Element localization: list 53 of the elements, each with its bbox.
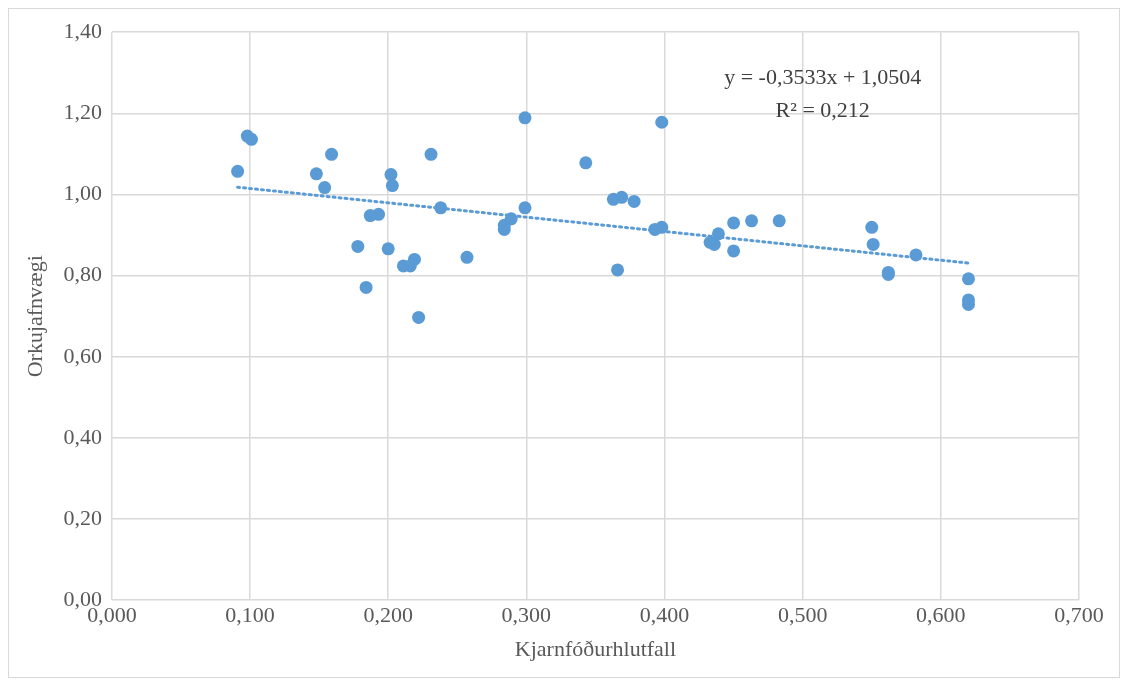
point [351, 239, 365, 253]
x-tick-label: 0,600 [916, 602, 966, 628]
point [909, 248, 923, 262]
point [727, 244, 741, 258]
point [412, 310, 426, 324]
point [865, 220, 879, 234]
point [372, 207, 386, 221]
x-tick-label: 0,200 [363, 602, 413, 628]
x-axis-title: Kjarnfóðurhlutfall [514, 635, 677, 661]
point [318, 181, 332, 195]
point [772, 214, 786, 228]
point [434, 201, 448, 215]
point [231, 164, 245, 178]
point [407, 252, 421, 266]
point [727, 216, 741, 230]
annotation: y = -0,3533x + 1,0504 [724, 64, 922, 90]
point [325, 147, 339, 161]
point [518, 201, 532, 215]
y-tick-label: 1,00 [63, 180, 102, 206]
point [745, 214, 759, 228]
point [309, 167, 323, 181]
x-tick-label: 0,100 [225, 602, 275, 628]
x-tick-label: 0,700 [1054, 602, 1104, 628]
point [460, 250, 474, 264]
y-tick-label: 0,80 [63, 261, 102, 287]
point [381, 242, 395, 256]
y-axis-title: Orkujafnvægi [21, 255, 47, 378]
point [866, 237, 880, 251]
point [711, 227, 725, 241]
x-tick-label: 0,500 [777, 602, 828, 628]
point [615, 190, 629, 204]
x-tick-label: 0,300 [501, 602, 552, 628]
y-tick-label: 0,20 [63, 504, 102, 530]
point [655, 220, 669, 234]
y-tick-label: 0,60 [63, 342, 102, 368]
point [627, 194, 641, 208]
x-tick-label: 0,400 [639, 602, 690, 628]
point [611, 263, 625, 277]
y-tick-label: 0,40 [63, 423, 102, 449]
point [504, 212, 518, 226]
point [579, 156, 593, 170]
y-tick-label: 1,20 [63, 99, 102, 125]
point [424, 147, 438, 161]
point [961, 272, 975, 286]
point [244, 132, 258, 146]
point [707, 237, 721, 251]
point [385, 179, 399, 193]
point [384, 168, 398, 182]
annotation: R² = 0,212 [775, 97, 870, 123]
y-tick-label: 1,40 [63, 17, 102, 43]
point [359, 280, 373, 294]
point [655, 115, 669, 129]
point [518, 111, 532, 125]
